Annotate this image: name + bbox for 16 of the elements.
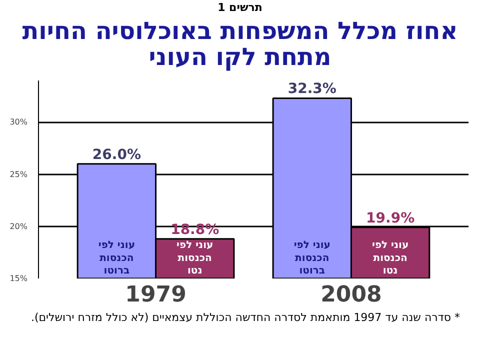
text: עוני לפי הכנסות נטו [372, 240, 409, 276]
y-tick-label: 30% [10, 118, 28, 127]
y-tick-label: 20% [10, 222, 28, 231]
chart-subtitle: תרשים 1 [218, 0, 262, 16]
text: עוני לפי הכנסות ברוטו [294, 240, 330, 276]
series-label: עוני לפי הכנסות ברוטו [98, 240, 135, 276]
data-label: 26.0% [92, 146, 141, 163]
y-tick-label: 15% [10, 274, 28, 283]
y-tick-label: 25% [10, 170, 28, 179]
chart-title: אחוז מכלל המשפחות באוכלוסיה החיות מתחת לקו העוני [21, 17, 459, 71]
data-label: 19.9% [366, 210, 415, 226]
text: * סדרה שנה עד 1997 מותאמת לסדרה החדשה הכוללת עצמאיים (לא כולל מזרח ירושלים). [30, 310, 460, 326]
series-label: עוני לפי הכנסות נטו [176, 240, 214, 276]
x-tick-label: 1979 [125, 282, 186, 308]
data-label: 32.3% [288, 81, 336, 98]
x-tick-label: 2008 [320, 282, 382, 308]
